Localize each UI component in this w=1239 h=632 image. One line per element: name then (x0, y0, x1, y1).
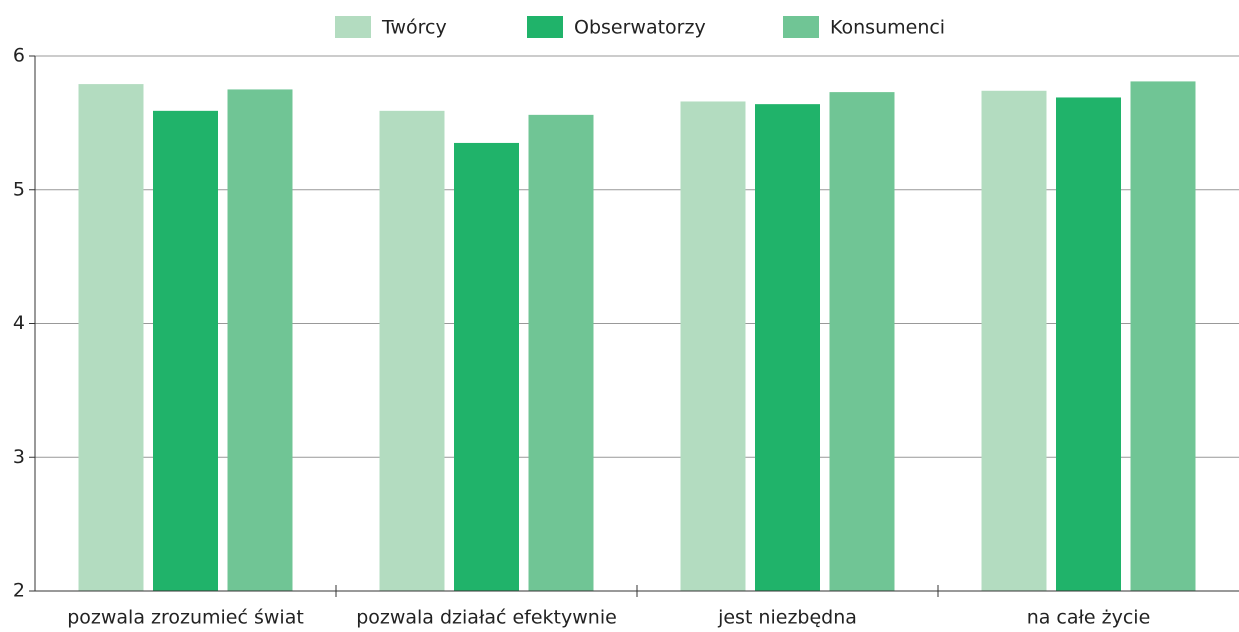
y-tick-label: 4 (13, 312, 25, 334)
legend-label: Obserwatorzy (574, 17, 706, 39)
bar (528, 114, 594, 591)
bar (981, 90, 1047, 592)
bar (680, 101, 746, 591)
bar (829, 92, 895, 592)
legend-swatch (335, 16, 371, 38)
legend-swatch (783, 16, 819, 38)
y-tick-label: 2 (13, 580, 25, 602)
y-tick-label: 3 (13, 446, 25, 468)
y-tick-label: 6 (13, 45, 25, 67)
bar (454, 142, 519, 591)
x-tick-label: pozwala zrozumieć świat (67, 607, 304, 629)
bar (1130, 81, 1196, 591)
legend-label: Twórcy (381, 17, 447, 39)
y-tick-label: 5 (13, 178, 25, 200)
bar (755, 104, 820, 592)
x-tick-label: jest niezbędna (717, 607, 857, 629)
bar (379, 110, 445, 592)
x-tick-label: na całe życie (1027, 607, 1151, 629)
x-tick-label: pozwala działać efektywnie (356, 607, 617, 629)
legend-label: Konsumenci (830, 17, 945, 39)
bar (227, 89, 293, 591)
bar (1056, 97, 1121, 592)
bar (153, 110, 218, 592)
legend-swatch (527, 16, 563, 38)
bar (78, 84, 144, 592)
